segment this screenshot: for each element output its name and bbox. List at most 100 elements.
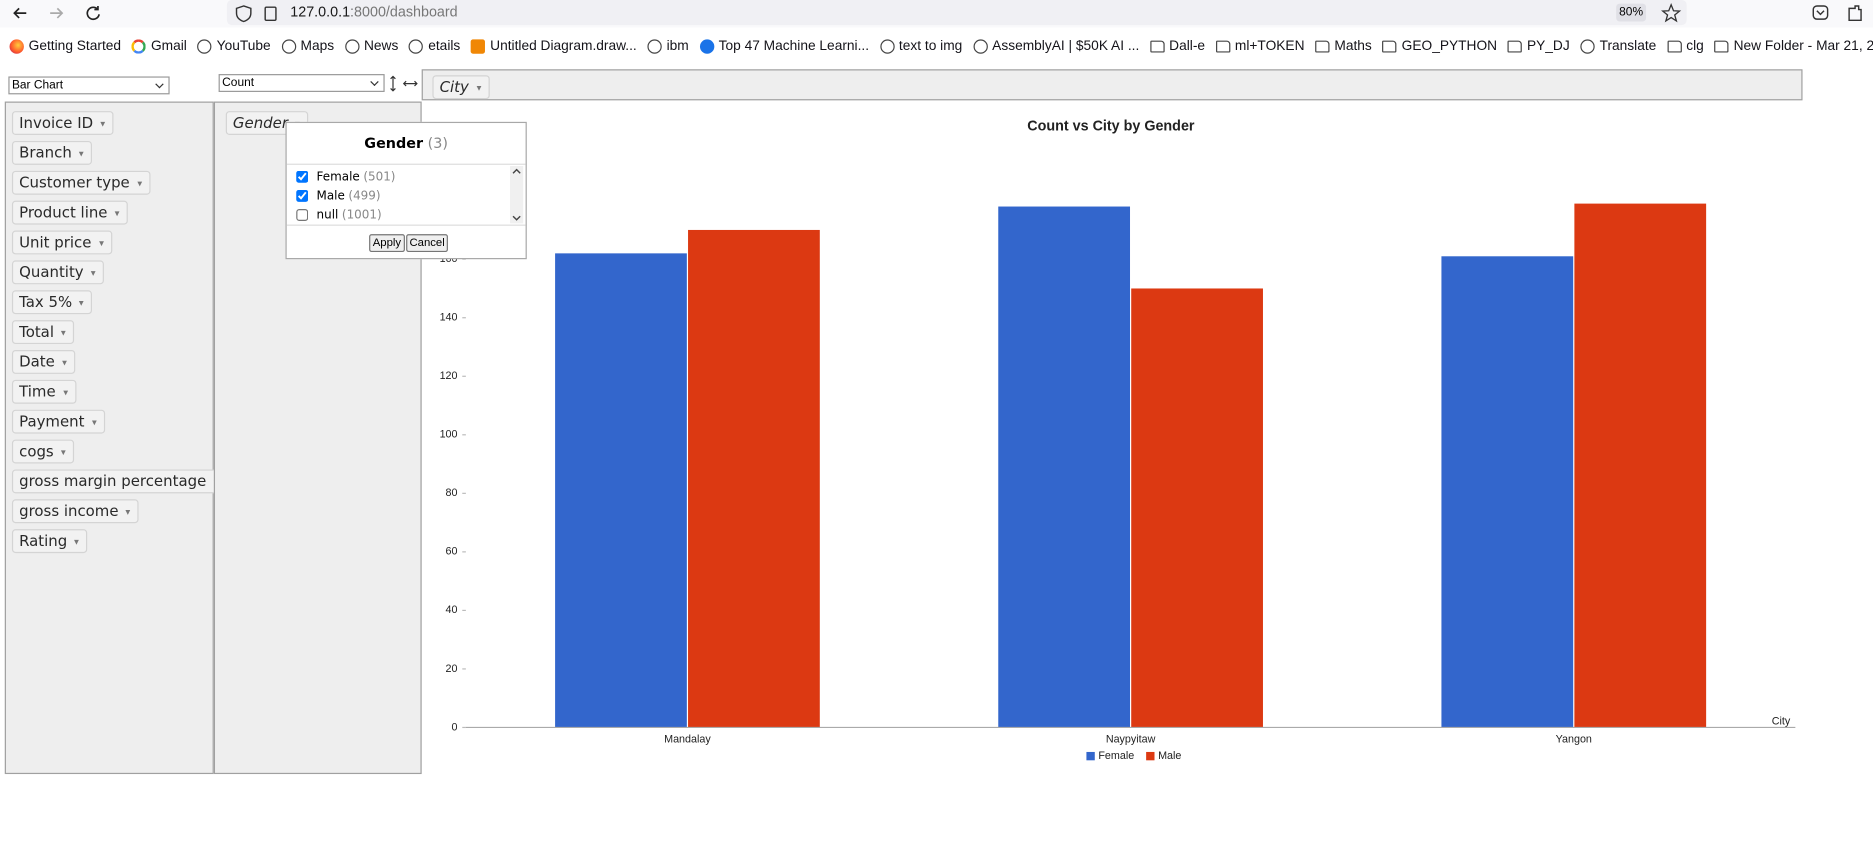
filter-item: Female (501)	[296, 167, 395, 186]
toolbar-icons[interactable]	[1806, 0, 1873, 26]
bookmark-icon	[1215, 40, 1231, 53]
bookmark[interactable]: ml+TOKEN	[1215, 39, 1305, 54]
attribute-pill[interactable]: gross income	[11, 499, 139, 524]
bookmark[interactable]: YouTube	[197, 39, 271, 54]
attribute-pill[interactable]: Unit price	[11, 230, 112, 255]
bookmark-label: AssemblyAI | $50K AI ...	[992, 39, 1140, 54]
bookmark[interactable]: Maps	[281, 39, 334, 54]
bookmark-icon	[1714, 40, 1729, 53]
bookmark[interactable]: Top 47 Machine Learni...	[699, 39, 869, 54]
bar	[1441, 256, 1574, 728]
bookmark[interactable]: Getting Started	[9, 39, 121, 54]
url-path: :8000/dashboard	[350, 3, 458, 21]
zoom-badge[interactable]: 80%	[1616, 3, 1647, 22]
bookmark-label: YouTube	[216, 39, 271, 54]
bookmark-label: New Folder - Mar 21, 2...	[1733, 39, 1873, 54]
bookmark-label: clg	[1686, 39, 1704, 54]
attribute-pill[interactable]: gross margin percentage	[11, 469, 227, 494]
bookmark-icon	[699, 39, 714, 54]
attribute-pill[interactable]: Total	[11, 320, 75, 345]
attribute-pill[interactable]: Rating	[11, 529, 88, 554]
star-icon[interactable]	[1660, 2, 1682, 24]
attribute-pill[interactable]: Product line	[11, 200, 128, 225]
bookmark[interactable]: Maths	[1315, 39, 1372, 54]
y-tick-label: 120	[440, 370, 458, 382]
attribute-pill[interactable]: Branch	[11, 140, 93, 165]
bookmark[interactable]: text to img	[879, 39, 963, 54]
bookmark-icon	[344, 39, 360, 54]
url-bar[interactable]: 127.0.0.1:8000/dashboard 80%	[226, 0, 1687, 26]
attribute-row: Unit price	[11, 229, 112, 255]
renderer-select[interactable]: Bar Chart	[8, 76, 170, 95]
attribute-pill[interactable]: Time	[11, 379, 76, 404]
x-tick-label: Yangon	[1556, 733, 1592, 745]
filter-count: (499)	[348, 189, 381, 203]
filter-popup: Gender (3) Female (501) Male (499) null (1001…	[285, 121, 527, 260]
toolbar: 127.0.0.1:8000/dashboard 80%	[0, 0, 1873, 28]
bookmarks-bar: Getting Started Gmail YouTube Maps News etail…	[0, 32, 1873, 61]
filter-checkbox[interactable]	[296, 209, 309, 221]
bookmark-label: text to img	[898, 39, 963, 54]
bookmark-icon	[973, 39, 988, 54]
filter-count: (501)	[363, 170, 396, 184]
popup-count: (3)	[427, 134, 448, 152]
divider	[286, 224, 526, 226]
bookmark-icon	[1507, 40, 1523, 53]
bookmark[interactable]: Dall-e	[1150, 39, 1205, 54]
attribute-row: Payment	[11, 409, 105, 434]
filter-checkbox[interactable]	[296, 189, 309, 202]
attribute-row: Tax 5%	[11, 289, 93, 315]
bookmark-icon	[647, 39, 662, 54]
attribute-pill[interactable]: Invoice ID	[11, 111, 114, 135]
aggregator-select[interactable]: Count	[218, 74, 385, 92]
attribute-pill[interactable]: Date	[11, 349, 76, 374]
attribute-pill[interactable]: cogs	[11, 439, 75, 464]
legend-label: Female	[1098, 750, 1134, 762]
bookmark-icon	[1315, 40, 1330, 53]
bookmark-label: Maths	[1334, 39, 1372, 54]
attribute-pill[interactable]: Quantity	[11, 260, 104, 285]
filter-label: Male	[316, 189, 345, 203]
nav-buttons[interactable]	[0, 0, 119, 26]
bookmark[interactable]: News	[344, 39, 398, 54]
attribute-pill[interactable]: Customer type	[11, 170, 151, 195]
bookmark-label: GEO_PYTHON	[1401, 39, 1498, 54]
legend-swatch	[1086, 751, 1095, 761]
bookmark[interactable]: Untitled Diagram.draw...	[471, 39, 637, 54]
bookmark[interactable]: PY_DJ	[1507, 39, 1570, 54]
bookmark-icon	[197, 39, 212, 54]
scrollbar[interactable]	[510, 166, 524, 224]
bookmark-label: Translate	[1599, 39, 1657, 54]
attribute-row: Quantity	[11, 259, 104, 285]
scroll-arrows	[512, 168, 521, 221]
bookmark[interactable]: AssemblyAI | $50K AI ...	[973, 39, 1140, 54]
popup-items: Female (501) Male (499) null (1001)	[296, 167, 395, 224]
popup-buttons: Apply Cancel	[369, 234, 449, 253]
attribute-pill[interactable]: Payment	[11, 409, 105, 434]
bookmark[interactable]: ibm	[647, 39, 689, 54]
filter-checkbox[interactable]	[296, 170, 309, 183]
bookmark[interactable]: GEO_PYTHON	[1382, 39, 1498, 54]
bar	[1574, 203, 1707, 728]
attribute-row: Time	[11, 379, 76, 404]
col-attr-pill[interactable]: City	[432, 75, 490, 100]
y-tick-label: 20	[446, 663, 458, 675]
apply-button[interactable]: Apply	[369, 234, 405, 253]
bookmark[interactable]: Translate	[1580, 39, 1657, 54]
bookmark[interactable]: etails	[409, 39, 460, 54]
bookmark[interactable]: clg	[1667, 39, 1704, 54]
bookmark-label: PY_DJ	[1526, 39, 1570, 54]
y-tick-label: 100	[440, 429, 458, 441]
cancel-button[interactable]: Cancel	[405, 234, 449, 253]
url-host: 127.0.0.1	[290, 3, 351, 21]
bookmark-icon	[409, 39, 424, 54]
bookmark[interactable]: New Folder - Mar 21, 2...	[1714, 39, 1873, 54]
bookmark[interactable]: Gmail	[131, 39, 187, 54]
bookmark-icon	[9, 39, 24, 54]
y-tick-label: 40	[446, 604, 458, 616]
attribute-row: gross margin percentage	[11, 468, 227, 494]
sort-arrows[interactable]	[385, 74, 421, 93]
bar	[555, 253, 687, 728]
attribute-pill[interactable]: Tax 5%	[11, 290, 93, 315]
